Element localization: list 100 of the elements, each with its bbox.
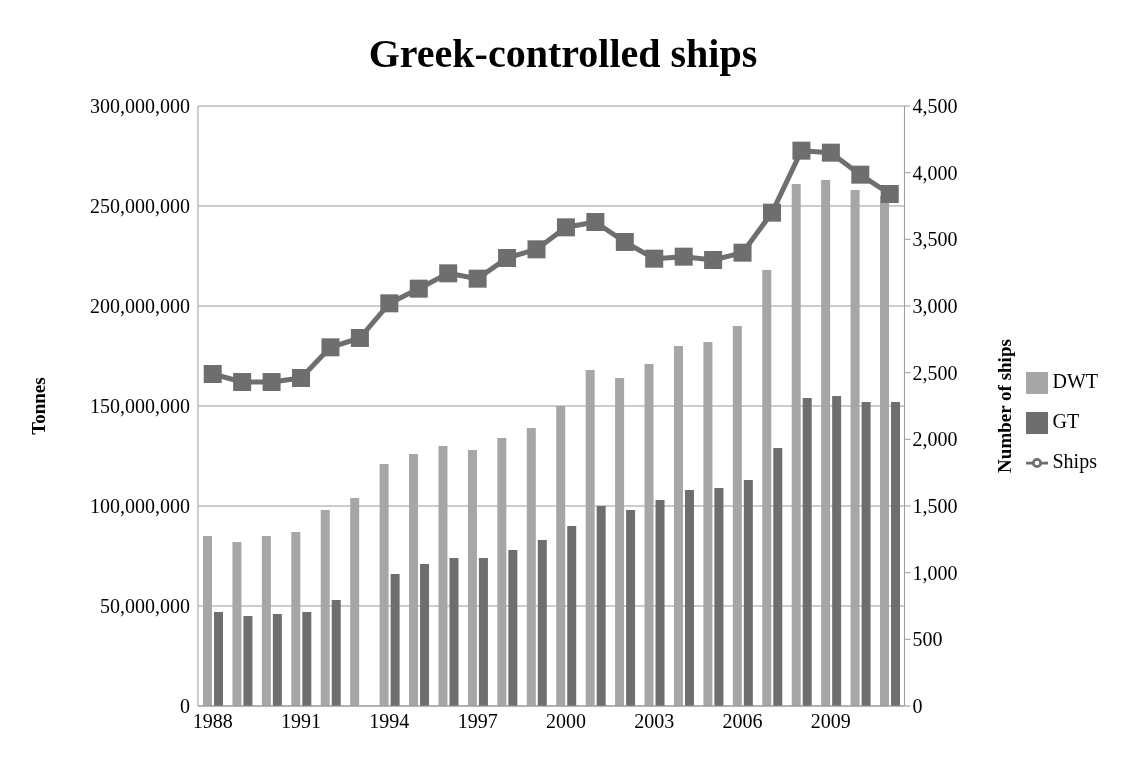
point [586, 213, 605, 231]
bar [655, 500, 665, 706]
y2-tick-label: 3,000 [912, 295, 958, 317]
y-tick-label: 250,000,000 [90, 195, 190, 217]
bar [567, 526, 577, 706]
bar [891, 402, 901, 706]
bar [880, 196, 890, 706]
point [262, 373, 281, 391]
bar [214, 612, 223, 706]
bar [449, 558, 459, 706]
point [704, 251, 723, 269]
bar [615, 378, 625, 706]
bar [714, 488, 724, 706]
point [792, 141, 811, 160]
bar [537, 540, 547, 706]
bar [821, 180, 831, 706]
legend-label: DWT [1052, 370, 1098, 392]
bar [420, 564, 430, 706]
y-tick-label: 300,000,000 [90, 95, 190, 117]
y2-axis-title: Number of ships [994, 339, 1016, 473]
bar [850, 190, 860, 706]
bar [478, 558, 488, 706]
point [674, 247, 693, 266]
y2-tick-label: 2,000 [912, 428, 958, 451]
bar [802, 398, 812, 706]
y2-tick-label: 500 [912, 628, 943, 651]
point [733, 243, 752, 262]
point [851, 165, 870, 184]
x-tick-label: 2006 [722, 710, 763, 733]
bar [438, 446, 448, 706]
bar [773, 448, 783, 706]
bar [732, 326, 742, 706]
bar [409, 454, 419, 706]
y-tick-label: 150,000,000 [90, 395, 190, 417]
y-tick-label: 50,000,000 [100, 595, 190, 617]
bar [684, 490, 694, 706]
y2-tick-label: 0 [912, 695, 923, 717]
point [556, 218, 575, 237]
point [203, 365, 222, 383]
bar [232, 542, 242, 706]
y2-tick-label: 3,500 [912, 228, 958, 251]
point [380, 294, 399, 313]
bar [350, 498, 360, 706]
x-tick-label: 1991 [281, 710, 322, 733]
point [292, 369, 311, 387]
point [498, 249, 517, 267]
bar [644, 364, 654, 706]
legend-label: GT [1052, 410, 1080, 432]
x-tick-label: 1994 [369, 710, 410, 733]
y2-tick-label: 4,000 [912, 161, 958, 184]
bar [861, 402, 871, 706]
bar [467, 450, 477, 706]
bar [379, 464, 389, 706]
point [527, 240, 546, 259]
y-tick-label: 200,000,000 [90, 295, 190, 317]
bar [526, 428, 536, 706]
bar [291, 532, 301, 706]
point [468, 269, 487, 288]
x-tick-label: 2009 [810, 710, 851, 733]
bar [243, 616, 253, 706]
chart-title: Greek-controlled ships [367, 30, 759, 78]
bar [626, 510, 636, 706]
point [615, 233, 634, 251]
bar [261, 536, 271, 706]
bar [390, 574, 400, 706]
bar [762, 270, 772, 706]
y2-tick-label: 4,500 [912, 95, 958, 117]
x-tick-label: 1988 [192, 710, 233, 733]
legend-label: Ships [1052, 450, 1097, 472]
y2-tick-label: 1,500 [912, 495, 958, 517]
point [321, 338, 340, 357]
point [880, 185, 899, 203]
bar [331, 600, 341, 706]
x-tick-label: 2003 [634, 710, 675, 733]
x-tick-label: 2000 [545, 710, 586, 733]
bar [508, 550, 518, 706]
point [645, 249, 664, 268]
point [233, 373, 252, 391]
bar [832, 396, 842, 706]
bar [302, 612, 312, 706]
bar [497, 438, 507, 706]
point [821, 143, 840, 162]
bar [585, 370, 595, 706]
bar [673, 346, 683, 706]
bar [556, 406, 566, 706]
bar [272, 614, 282, 706]
point [762, 203, 781, 222]
point [439, 264, 458, 283]
y2-tick-label: 2,500 [912, 361, 958, 384]
bar [596, 506, 606, 706]
point [409, 279, 428, 298]
y-tick-label: 0 [180, 695, 190, 717]
bar [203, 536, 212, 706]
bar [320, 510, 330, 706]
y2-tick-label: 1,000 [912, 561, 958, 584]
y-tick-label: 100,000,000 [90, 495, 190, 517]
bar [703, 342, 713, 706]
x-tick-label: 1997 [457, 710, 498, 733]
point [350, 329, 369, 347]
bar [791, 184, 801, 706]
